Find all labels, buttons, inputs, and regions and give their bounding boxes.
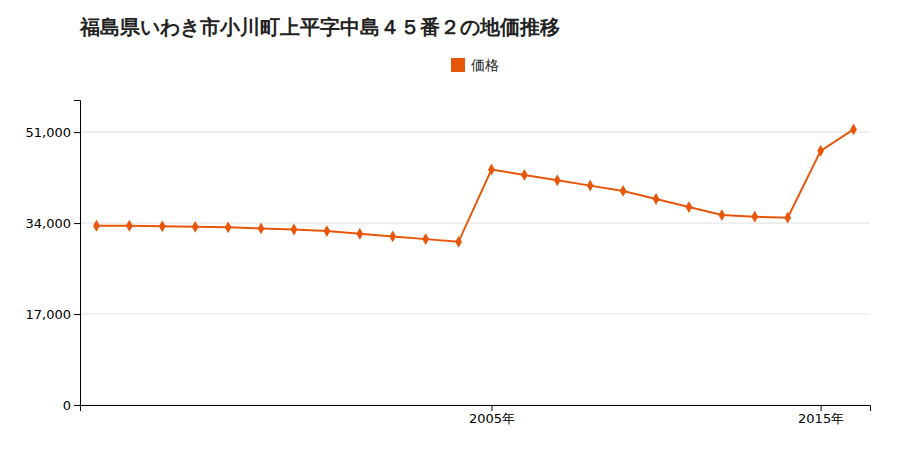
marker [817,145,824,157]
y-tick: 34,000 [26,216,81,231]
marker [291,224,298,236]
marker [521,169,528,181]
y-tick-label: 51,000 [26,125,72,140]
marker [653,193,660,205]
marks [93,124,857,248]
marker [192,221,199,233]
marker [686,201,693,213]
y-tick-label: 0 [63,398,71,413]
y-tick-label: 34,000 [26,216,72,231]
x-tick-mark [821,405,822,411]
x-tick: 2015年 [798,405,844,426]
marker [620,185,627,197]
marker [126,220,133,232]
chart: 2005年 2015年 0 17,000 34,000 51,000 福島県いわき市小川町上… [0,0,900,450]
y-axis: 0 17,000 34,000 51,000 [26,101,81,413]
y-tick: 0 [63,398,80,413]
y-axis-line [74,101,81,406]
legend-swatch [451,58,465,72]
x-axis-line [81,406,871,412]
y-tick: 17,000 [26,307,81,322]
marker [718,209,725,221]
marker [356,228,363,240]
line [96,129,853,241]
marker [258,223,265,235]
marker [587,180,594,192]
title: 福島県いわき市小川町上平字中島４５番２の地価推移 [79,15,560,39]
x-tick-label: 2005年 [469,411,515,426]
marker [93,220,100,232]
y-tick: 51,000 [26,125,81,140]
grid-line [80,132,870,133]
legend-label: 価格 [471,57,499,73]
legend: 価格 [451,57,499,73]
grid [80,132,870,405]
y-tick-mark [74,223,80,224]
y-tick-mark [74,132,80,133]
marker [751,211,758,223]
x-tick-label: 2015年 [798,411,844,426]
legend-item: 価格 [451,57,499,73]
marker [389,231,396,243]
plot: 2005年 2015年 0 17,000 34,000 51,000 [26,101,871,427]
marker [225,221,232,233]
marker [455,236,462,248]
x-tick: 2005年 [469,405,515,426]
marker [159,220,166,232]
grid-line [80,223,870,224]
marker [554,174,561,186]
marker [784,212,791,224]
marker [488,164,495,176]
marker [422,233,429,245]
marker [323,225,330,237]
grid-line [80,314,870,315]
y-tick-mark [74,314,80,315]
y-tick-label: 17,000 [26,307,72,322]
y-tick-mark [74,405,80,406]
x-tick-mark [491,405,492,411]
x-axis: 2005年 2015年 [81,405,871,426]
marker [850,124,857,136]
